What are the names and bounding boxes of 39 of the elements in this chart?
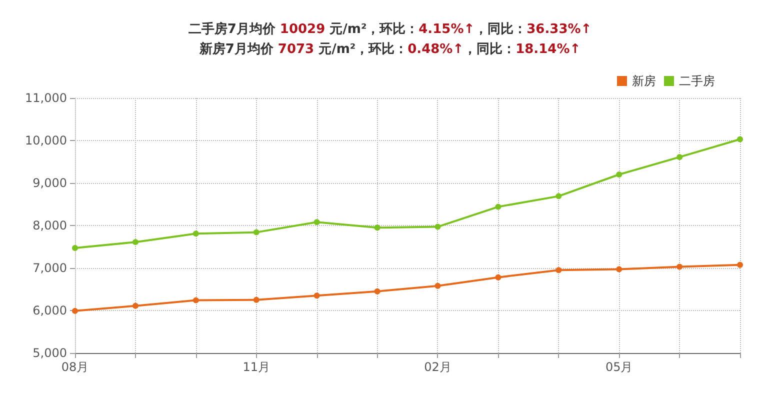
point (314, 219, 320, 226)
point (556, 267, 562, 274)
point (253, 296, 260, 303)
legend-label: 新房 (632, 74, 656, 88)
point (616, 266, 622, 272)
x-tick-label: 02月 (424, 360, 452, 374)
x-tick-label: 08月 (61, 360, 89, 374)
point (132, 302, 138, 309)
point (434, 224, 441, 230)
y-tick-label: 6,000 (32, 304, 67, 318)
point (737, 136, 743, 142)
point (192, 297, 199, 304)
x-tick-label: 11月 (242, 360, 270, 374)
point (72, 245, 78, 252)
point (374, 224, 380, 231)
chart-subtitle: 新房7月均价 7073 元/m²，环比：0.48%↑，同比：18.14%↑ (198, 41, 581, 57)
y-tick-label: 11,000 (25, 91, 67, 105)
point (676, 154, 683, 160)
point (616, 172, 622, 178)
y-tick-label: 7,000 (32, 261, 67, 275)
point (737, 262, 743, 268)
point (192, 230, 199, 237)
point (495, 204, 502, 210)
point (434, 282, 441, 289)
chart-title: 二手房7月均价 10029 元/m²，环比：4.15%↑，同比：36.33%↑ (188, 21, 592, 37)
point (132, 239, 138, 246)
y-tick-label: 10,000 (25, 134, 67, 148)
point (314, 292, 320, 299)
point (72, 308, 78, 314)
legend-label: 二手房 (679, 74, 715, 88)
y-tick-label: 9,000 (32, 176, 67, 190)
x-tick-label: 05月 (605, 360, 633, 374)
point (253, 229, 260, 236)
point (556, 193, 562, 200)
y-tick-label: 8,000 (32, 218, 67, 232)
y-tick-label: 5,000 (32, 346, 67, 360)
point (495, 274, 502, 280)
point (676, 264, 683, 270)
point (374, 288, 380, 294)
